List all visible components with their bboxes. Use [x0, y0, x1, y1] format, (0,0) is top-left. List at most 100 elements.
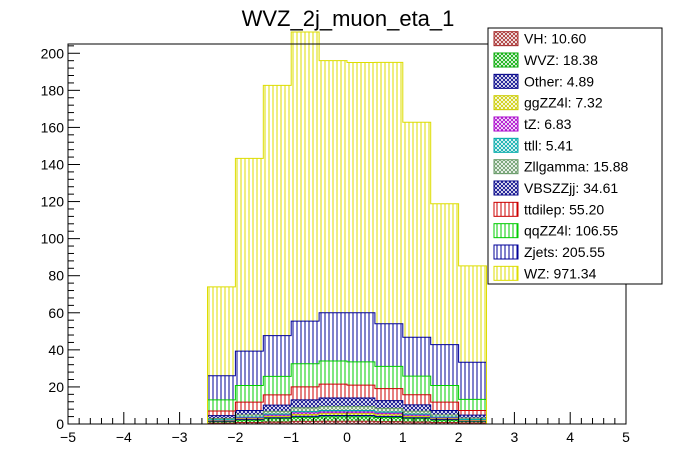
x-tick-label: −1 [283, 429, 299, 445]
bar-vbszzjj-bin-6 [374, 400, 403, 409]
x-tick-label: 4 [566, 429, 574, 445]
x-tick-label: 0 [343, 429, 351, 445]
bar-zjets-bin-9 [458, 362, 487, 400]
bar-vbszzjj-bin-3 [291, 399, 320, 408]
bar-other-bin-3 [291, 416, 320, 418]
series-vbszzjj [207, 398, 487, 419]
bar-qqzz4l-bin-3 [291, 363, 320, 387]
bar-tz-bin-3 [291, 412, 320, 415]
legend-label: Zllgamma: 15.88 [524, 159, 628, 175]
bar-vh-bin-2 [263, 421, 292, 424]
bar-vh-bin-6 [374, 421, 403, 424]
legend-label: ttll: 5.41 [524, 137, 573, 153]
bar-wvz-bin-8 [430, 420, 459, 423]
y-tick-label: 100 [41, 231, 65, 247]
legend-swatch [493, 137, 519, 153]
outline-zllgamma [207, 406, 487, 424]
legend-label: Other: 4.89 [524, 73, 594, 89]
outline-ttll [207, 409, 487, 424]
bar-tz-bin-6 [374, 413, 403, 415]
series-zllgamma [207, 406, 487, 420]
legend-swatch [493, 159, 519, 175]
legend-entry-wvz: WVZ: 18.38 [493, 52, 598, 68]
bar-other-bin-4 [319, 415, 347, 417]
bar-ttdilep-bin-9 [458, 410, 487, 416]
bar-ttdilep-bin-4 [319, 384, 347, 399]
bar-ttdilep-bin-3 [291, 386, 320, 400]
bar-wz-bin-3 [291, 31, 320, 322]
legend: VH: 10.60 WVZ: 18.38 Other: 4.89 ggZZ4l: 7.… [487, 27, 663, 285]
bar-vh-bin-4 [319, 421, 347, 424]
bar-zllgamma-bin-7 [402, 411, 431, 415]
bar-ttdilep-bin-7 [402, 394, 431, 405]
y-tick-label: 80 [48, 268, 64, 284]
bar-vbszzjj-bin-2 [263, 405, 292, 412]
bar-ttdilep-bin-6 [374, 388, 403, 401]
legend-entry-qqzz4l: qqZZ4l: 106.55 [493, 223, 618, 239]
legend-entry-other: Other: 4.89 [493, 73, 594, 89]
legend-entry-tz: tZ: 6.83 [493, 116, 572, 132]
bar-qqzz4l-bin-2 [263, 376, 292, 395]
bar-zjets-bin-7 [402, 337, 431, 377]
bar-wz-bin-6 [374, 62, 403, 324]
bar-ttdilep-bin-1 [235, 402, 264, 411]
bar-vbszzjj-bin-1 [235, 410, 264, 415]
bar-ttdilep-bin-5 [347, 385, 375, 399]
bar-wz-bin-1 [235, 158, 264, 352]
bar-zllgamma-bin-9 [458, 418, 487, 420]
bar-zjets-bin-2 [263, 335, 292, 377]
bar-ttdilep-bin-2 [263, 394, 292, 406]
legend-box [487, 27, 663, 285]
series-zjets [207, 312, 487, 400]
bar-zjets-bin-5 [347, 312, 375, 362]
bar-tz-bin-4 [319, 411, 347, 414]
legend-entry-ttll: ttll: 5.41 [493, 137, 573, 153]
bar-zjets-bin-0 [207, 375, 236, 400]
bar-zllgamma-bin-2 [263, 411, 292, 415]
bar-qqzz4l-bin-1 [235, 385, 264, 403]
bar-vbszzjj-bin-8 [430, 410, 459, 415]
bar-zllgamma-bin-1 [235, 414, 264, 417]
y-tick-label: 0 [56, 416, 64, 432]
bar-other-bin-6 [374, 416, 403, 418]
y-tick-label: 60 [48, 305, 64, 321]
bar-ggzz4l-bin-6 [374, 414, 403, 417]
y-tick-label: 160 [41, 119, 65, 135]
bar-wz-bin-9 [458, 265, 487, 363]
y-tick-label: 180 [41, 82, 65, 98]
y-tick-label: 20 [48, 379, 64, 395]
x-tick-label: −3 [172, 429, 188, 445]
legend-label: VH: 10.60 [524, 31, 586, 47]
outline-vbszzjj [207, 397, 487, 424]
bar-tz-bin-2 [263, 415, 292, 417]
bar-vh-bin-1 [235, 422, 264, 424]
bar-qqzz4l-bin-4 [319, 360, 347, 385]
bar-wz-bin-4 [319, 60, 347, 313]
bar-wz-bin-2 [263, 85, 292, 336]
x-tick-label: 3 [511, 429, 519, 445]
bar-ttll-bin-4 [319, 410, 347, 412]
bar-vbszzjj-bin-5 [347, 398, 375, 407]
outline-zjets [207, 312, 487, 424]
bar-wvz-bin-4 [319, 416, 347, 422]
bar-zjets-bin-4 [319, 312, 347, 361]
bar-vbszzjj-bin-7 [402, 404, 431, 412]
bar-zjets-bin-6 [374, 323, 403, 367]
bar-vh-bin-7 [402, 421, 431, 424]
bar-ttdilep-bin-0 [207, 411, 236, 416]
y-tick-label: 120 [41, 194, 65, 210]
legend-swatch [493, 73, 519, 89]
bar-zjets-bin-1 [235, 351, 264, 386]
legend-entry-wz: WZ: 971.34 [493, 265, 597, 281]
bar-zllgamma-bin-5 [347, 406, 375, 411]
outline-qqzz4l [207, 360, 487, 424]
bar-vh-bin-8 [430, 422, 459, 424]
legend-entry-vbszzjj: VBSZZjj: 34.61 [493, 180, 618, 196]
legend-swatch [493, 180, 519, 196]
legend-label: VBSZZjj: 34.61 [524, 180, 618, 196]
bar-wvz-bin-3 [291, 417, 320, 422]
bar-zjets-bin-8 [430, 344, 459, 386]
x-tick-label: 1 [399, 429, 407, 445]
legend-label: WZ: 971.34 [524, 265, 597, 281]
